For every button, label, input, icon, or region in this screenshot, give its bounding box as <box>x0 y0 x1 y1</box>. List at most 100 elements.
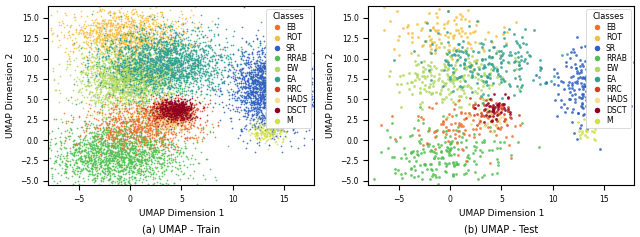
Point <box>150 28 160 32</box>
Point <box>177 121 187 124</box>
Point <box>102 32 113 36</box>
Point <box>122 87 132 91</box>
Point <box>167 119 177 123</box>
Point <box>255 65 265 69</box>
Point <box>129 132 140 136</box>
Point <box>252 100 262 104</box>
Point <box>242 141 252 145</box>
Point <box>119 93 129 96</box>
Point <box>106 29 116 32</box>
Point <box>118 41 129 45</box>
Point <box>100 163 110 167</box>
Point <box>252 50 262 54</box>
Point <box>137 35 147 39</box>
Point <box>117 96 127 100</box>
Point <box>138 118 148 122</box>
Point <box>271 96 281 100</box>
Point <box>246 108 256 111</box>
Point <box>156 67 166 71</box>
Point <box>175 64 186 68</box>
Point <box>482 122 492 126</box>
Point <box>159 55 169 59</box>
Point <box>93 83 103 87</box>
Point <box>270 83 280 87</box>
Point <box>282 114 292 118</box>
Point <box>257 72 268 76</box>
Point <box>156 75 166 79</box>
Point <box>188 63 198 66</box>
Point <box>198 63 209 66</box>
Point <box>150 128 160 132</box>
Point <box>242 111 252 115</box>
Point <box>175 75 185 79</box>
Point <box>83 150 93 154</box>
Point <box>110 18 120 22</box>
Point <box>278 137 289 141</box>
Point <box>135 71 145 74</box>
Point <box>118 60 128 64</box>
Point <box>147 118 157 122</box>
Point <box>184 52 194 56</box>
Point <box>126 84 136 88</box>
Point <box>447 89 458 93</box>
Point <box>68 49 79 53</box>
Point <box>285 58 295 62</box>
Point <box>150 118 160 122</box>
Point <box>244 52 254 55</box>
Point <box>268 76 278 80</box>
Point <box>152 117 162 121</box>
Point <box>135 68 145 72</box>
Point <box>113 170 124 174</box>
Point <box>131 89 141 93</box>
Point <box>145 51 155 55</box>
Point <box>102 36 112 39</box>
Point <box>100 159 110 163</box>
Point <box>451 22 461 26</box>
Point <box>253 75 264 79</box>
Point <box>177 109 188 112</box>
Point <box>95 140 106 144</box>
Point <box>74 146 84 150</box>
Point <box>135 25 145 29</box>
Point <box>104 66 115 70</box>
Point <box>156 71 166 75</box>
Point <box>107 76 117 80</box>
Point <box>173 109 183 113</box>
Point <box>173 105 183 109</box>
Point <box>158 108 168 112</box>
Point <box>129 81 139 85</box>
Point <box>135 74 145 77</box>
Point <box>196 89 206 93</box>
Point <box>106 78 116 82</box>
Point <box>197 35 207 39</box>
Point <box>115 169 125 173</box>
Point <box>264 54 274 58</box>
Point <box>232 109 243 113</box>
Point <box>156 136 166 139</box>
Point <box>163 148 173 152</box>
Point <box>488 116 498 119</box>
Point <box>311 92 321 96</box>
Point <box>488 103 499 107</box>
Point <box>266 56 276 59</box>
Point <box>134 35 145 39</box>
Point <box>134 57 144 60</box>
Point <box>139 187 149 190</box>
Point <box>138 96 148 99</box>
Point <box>163 105 173 109</box>
Point <box>102 79 112 82</box>
Point <box>98 132 108 135</box>
Point <box>83 146 93 150</box>
Point <box>152 189 163 193</box>
Point <box>158 36 168 40</box>
Point <box>182 75 193 79</box>
Point <box>205 73 215 77</box>
Point <box>159 124 170 128</box>
Point <box>104 82 114 86</box>
Point <box>279 107 289 111</box>
Point <box>254 59 264 63</box>
Point <box>266 70 276 74</box>
Point <box>157 112 168 116</box>
Point <box>124 168 134 172</box>
Point <box>145 68 155 72</box>
